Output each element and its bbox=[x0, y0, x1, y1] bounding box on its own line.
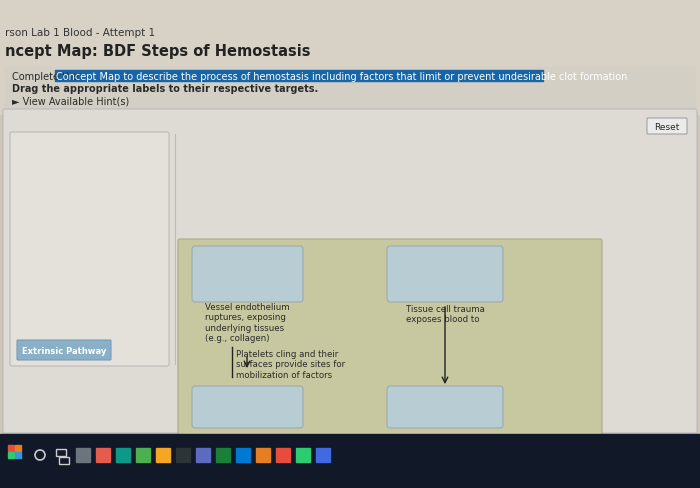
FancyBboxPatch shape bbox=[10, 133, 169, 366]
Bar bbox=[0, 0, 700, 115]
Text: rson Lab 1 Blood - Attempt 1: rson Lab 1 Blood - Attempt 1 bbox=[5, 28, 155, 38]
Bar bbox=[216, 448, 230, 462]
Bar bbox=[276, 448, 290, 462]
Bar bbox=[15, 452, 21, 458]
FancyBboxPatch shape bbox=[647, 119, 687, 135]
Bar bbox=[136, 448, 150, 462]
Text: Platelets cling and their
surfaces provide sites for
mobilization of factors: Platelets cling and their surfaces provi… bbox=[236, 349, 345, 379]
Bar bbox=[196, 448, 210, 462]
Text: ncept Map: BDF Steps of Hemostasis: ncept Map: BDF Steps of Hemostasis bbox=[5, 44, 311, 59]
FancyBboxPatch shape bbox=[192, 386, 303, 428]
Bar bbox=[8, 445, 14, 451]
FancyBboxPatch shape bbox=[192, 246, 303, 303]
FancyBboxPatch shape bbox=[387, 386, 503, 428]
FancyBboxPatch shape bbox=[387, 246, 503, 303]
Bar bbox=[76, 448, 90, 462]
Bar bbox=[96, 448, 110, 462]
Bar bbox=[236, 448, 250, 462]
Text: Extrinsic Pathway: Extrinsic Pathway bbox=[22, 346, 106, 355]
Bar bbox=[5, 68, 695, 112]
Text: Tissue cell trauma
exposes blood to: Tissue cell trauma exposes blood to bbox=[405, 305, 484, 324]
Bar bbox=[256, 448, 270, 462]
Bar bbox=[176, 448, 190, 462]
Bar bbox=[116, 448, 130, 462]
Bar bbox=[156, 448, 170, 462]
Text: Reset: Reset bbox=[654, 122, 680, 131]
FancyBboxPatch shape bbox=[178, 240, 602, 435]
FancyBboxPatch shape bbox=[3, 110, 697, 433]
Text: Concept Map to describe the process of hemostasis including factors that limit o: Concept Map to describe the process of h… bbox=[56, 72, 627, 82]
FancyBboxPatch shape bbox=[17, 340, 111, 360]
Bar bbox=[56, 449, 66, 456]
Text: Drag the appropriate labels to their respective targets.: Drag the appropriate labels to their res… bbox=[12, 84, 318, 94]
Text: Complete the: Complete the bbox=[12, 72, 81, 82]
Bar bbox=[8, 452, 14, 458]
Bar bbox=[316, 448, 330, 462]
Bar bbox=[55, 71, 543, 82]
Bar bbox=[59, 457, 69, 464]
Bar bbox=[296, 448, 310, 462]
Text: Vessel endothelium
ruptures, exposing
underlying tissues
(e.g., collagen): Vessel endothelium ruptures, exposing un… bbox=[204, 303, 289, 343]
Bar bbox=[0, 434, 700, 488]
Bar bbox=[15, 445, 21, 451]
Text: ► View Available Hint(s): ► View Available Hint(s) bbox=[12, 97, 130, 107]
